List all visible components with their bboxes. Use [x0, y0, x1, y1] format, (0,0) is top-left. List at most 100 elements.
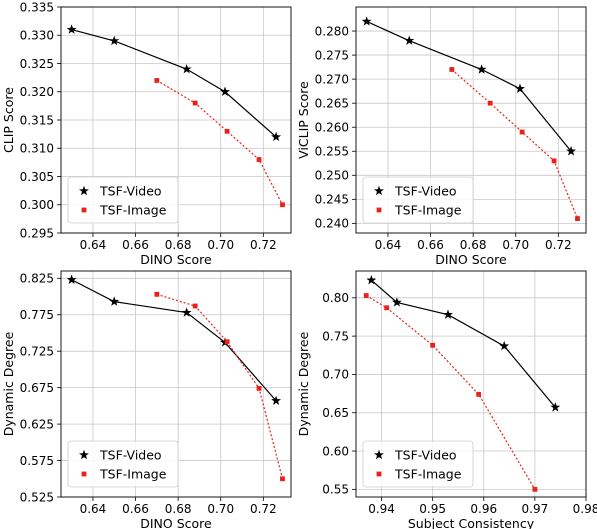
legend-marker-tsf-image: [377, 472, 382, 477]
panel-viclip-vs-dino: 0.64 0.66 0.68 0.70 0.72 0.240 0.245 0.250 0.255…: [296, 7, 586, 267]
y-tick-label: 0.275: [315, 48, 349, 62]
legend-label-tsf-video: TSF-Video: [394, 184, 457, 199]
tsf-image-point: [364, 293, 369, 298]
y-tick-label: 0.250: [315, 169, 349, 183]
panel-dynamic-vs-dino: 0.64 0.66 0.68 0.70 0.72 0.525 0.575 0.625 0.675…: [1, 271, 291, 529]
tsf-image-point: [488, 101, 493, 106]
y-tick-label: 0.75: [322, 329, 349, 343]
x-tick-label: 0.68: [165, 238, 192, 252]
legend-label-tsf-image: TSF-Image: [99, 467, 167, 482]
panel-dynamic-vs-subject-consistency: 0.94 0.95 0.96 0.97 0.98 0.55 0.60 0.65 0.70 0.75…: [296, 271, 597, 529]
tsf-image-point: [193, 101, 198, 106]
tsf-image-point: [280, 202, 285, 207]
y-tick-label: 0.525: [20, 490, 54, 504]
y-tick-label: 0.305: [20, 170, 54, 184]
legend: TSF-Video TSF-Image: [68, 441, 178, 487]
y-tick-label: 0.240: [315, 217, 349, 231]
y-tick-label: 0.320: [20, 85, 54, 99]
tsf-image-point: [154, 292, 159, 297]
tsf-image-point: [476, 392, 481, 397]
y-tick-label: 0.265: [315, 96, 349, 110]
x-tick-label: 0.98: [573, 502, 597, 516]
legend-label-tsf-image: TSF-Image: [394, 467, 462, 482]
y-axis-title: CLIP Score: [1, 87, 16, 153]
tsf-image-point: [384, 305, 389, 310]
y-tick-label: 0.825: [20, 272, 54, 286]
y-tick-label: 0.625: [20, 417, 54, 431]
x-tick-label: 0.64: [375, 238, 402, 252]
tsf-image-point: [449, 67, 454, 72]
y-tick-label: 0.270: [315, 72, 349, 86]
tsf-image-point: [225, 339, 230, 344]
x-axis-title: DINO Score: [140, 516, 212, 529]
x-tick-label: 0.66: [122, 238, 149, 252]
tsf-image-point: [430, 343, 435, 348]
x-tick-label: 0.94: [368, 502, 395, 516]
legend-marker-tsf-image: [377, 208, 382, 213]
tsf-image-point: [532, 487, 537, 492]
x-tick-label: 0.68: [460, 238, 487, 252]
y-tick-label: 0.775: [20, 308, 54, 322]
y-tick-label: 0.70: [322, 368, 349, 382]
y-tick-label: 0.675: [20, 381, 54, 395]
x-tick-label: 0.66: [122, 502, 149, 516]
y-tick-label: 0.725: [20, 344, 54, 358]
x-tick-label: 0.64: [80, 238, 107, 252]
x-tick-label: 0.95: [419, 502, 446, 516]
y-tick-label: 0.280: [315, 24, 349, 38]
tsf-image-point: [225, 129, 230, 134]
x-axis-title: DINO Score: [435, 252, 507, 267]
x-tick-label: 0.72: [545, 238, 572, 252]
y-tick-label: 0.295: [20, 226, 54, 240]
y-tick-label: 0.310: [20, 142, 54, 156]
legend-label-tsf-video: TSF-Video: [394, 448, 457, 463]
x-tick-label: 0.96: [470, 502, 497, 516]
y-tick-label: 0.55: [322, 483, 349, 497]
y-tick-label: 0.315: [20, 113, 54, 127]
tsf-image-point: [257, 386, 262, 391]
tsf-image-point: [257, 157, 262, 162]
legend: TSF-Video TSF-Image: [363, 177, 473, 223]
tsf-image-point: [575, 216, 580, 221]
x-tick-label: 0.97: [522, 502, 549, 516]
legend-marker-tsf-image: [82, 208, 87, 213]
x-axis-title: DINO Score: [140, 252, 212, 267]
x-tick-label: 0.64: [80, 502, 107, 516]
y-tick-label: 0.330: [20, 29, 54, 43]
tsf-image-point: [520, 130, 525, 135]
y-tick-label: 0.335: [20, 0, 54, 14]
tsf-image-point: [552, 158, 557, 163]
x-axis-title: Subject Consistency: [408, 516, 535, 529]
x-tick-label: 0.72: [250, 502, 277, 516]
tsf-image-point: [193, 304, 198, 309]
legend-label-tsf-image: TSF-Image: [99, 203, 167, 218]
tsf-image-point: [280, 476, 285, 481]
y-tick-label: 0.245: [315, 193, 349, 207]
x-tick-label: 0.72: [250, 238, 277, 252]
y-tick-label: 0.300: [20, 198, 54, 212]
x-tick-label: 0.70: [207, 502, 234, 516]
legend-marker-tsf-image: [82, 472, 87, 477]
tsf-image-point: [154, 78, 159, 83]
y-axis-title: Dynamic Degree: [1, 331, 16, 436]
x-tick-label: 0.70: [207, 238, 234, 252]
x-tick-label: 0.68: [165, 502, 192, 516]
y-tick-label: 0.325: [20, 57, 54, 71]
legend-label-tsf-video: TSF-Video: [99, 184, 162, 199]
y-axis-title: Dynamic Degree: [296, 331, 311, 436]
y-axis-title: ViCLIP Score: [296, 81, 311, 159]
legend: TSF-Video TSF-Image: [68, 177, 178, 223]
legend-label-tsf-image: TSF-Image: [394, 203, 462, 218]
x-tick-label: 0.70: [502, 238, 529, 252]
x-tick-label: 0.66: [417, 238, 444, 252]
y-tick-label: 0.255: [315, 145, 349, 159]
y-tick-label: 0.575: [20, 454, 54, 468]
legend-label-tsf-video: TSF-Video: [99, 448, 162, 463]
panel-clip-vs-dino: 0.64 0.66 0.68 0.70 0.72 0.295 0.300 0.305 0.310…: [1, 0, 291, 267]
y-tick-label: 0.260: [315, 121, 349, 135]
y-tick-label: 0.80: [322, 291, 349, 305]
legend: TSF-Video TSF-Image: [363, 441, 473, 487]
y-tick-label: 0.65: [322, 406, 349, 420]
y-tick-label: 0.60: [322, 444, 349, 458]
